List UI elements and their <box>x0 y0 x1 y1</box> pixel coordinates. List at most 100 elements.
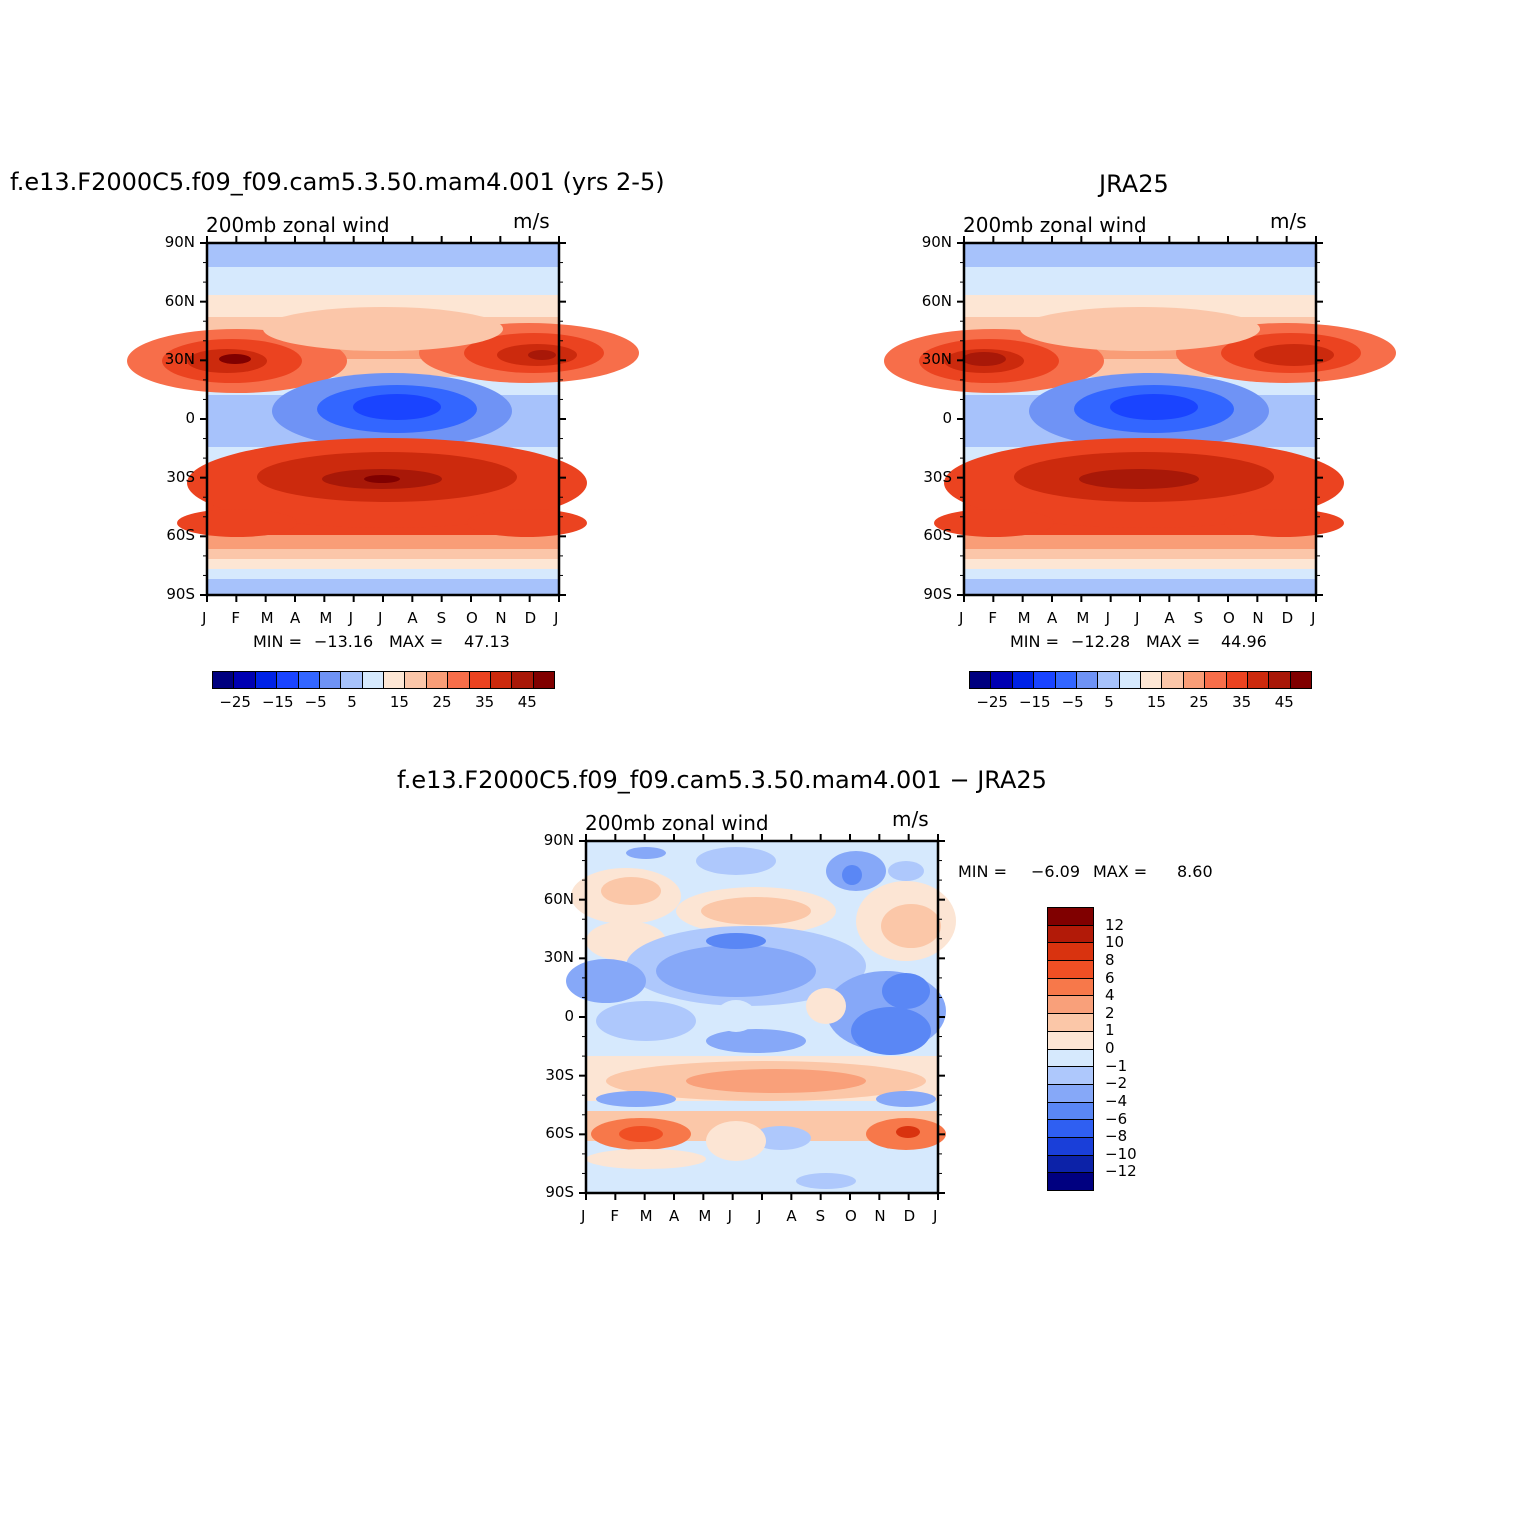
colorbar-swatch <box>405 672 427 688</box>
colorbar-swatch <box>1048 978 1093 997</box>
y-tick-label: 0 <box>185 409 195 427</box>
y-tick-label: 0 <box>564 1007 574 1025</box>
x-tick-label: M <box>1017 609 1031 627</box>
field-band <box>964 243 1316 267</box>
colorbar-label: −1 <box>1105 1056 1128 1075</box>
colorbar-swatch <box>1048 1049 1093 1068</box>
colorbar-swatch <box>1048 1102 1093 1121</box>
diff-patch <box>796 1173 856 1189</box>
x-tick-label: N <box>874 1207 886 1225</box>
x-tick-label: J <box>378 609 383 627</box>
y-tick-label: 60S <box>923 526 952 545</box>
panel2-min-label: MIN = <box>1010 632 1059 651</box>
diff-patch <box>896 1126 920 1138</box>
colorbar-swatch <box>1048 925 1093 944</box>
field-band <box>207 267 559 295</box>
x-tick-label: F <box>231 609 240 627</box>
easterly-core <box>1110 394 1198 420</box>
y-tick-label: 60S <box>166 526 195 545</box>
x-tick-label: J <box>348 609 354 627</box>
y-tick-label: 30N <box>921 350 952 369</box>
sh-jet <box>467 509 587 537</box>
colorbar-swatch <box>1269 672 1291 688</box>
colorbar-label: 6 <box>1105 968 1115 987</box>
diff-patch <box>851 1007 931 1055</box>
x-tick-label: J <box>1311 609 1316 627</box>
colorbar-label: 12 <box>1105 915 1125 934</box>
y-tick-label: 90N <box>543 831 574 849</box>
colorbar-swatch <box>298 672 320 688</box>
colorbar-label: 5 <box>1104 693 1114 711</box>
panel2-subtitle: 200mb zonal wind <box>963 213 1147 237</box>
x-tick-label: J <box>1135 609 1140 627</box>
panel1-units: m/s <box>513 209 550 233</box>
panel2-max-label: MAX = <box>1146 632 1201 651</box>
panel1-subtitle: 200mb zonal wind <box>206 213 390 237</box>
diff-patch <box>706 1121 766 1161</box>
colorbar-label: 35 <box>475 693 495 711</box>
x-tick-label: M <box>1076 609 1090 627</box>
colorbar-swatch <box>1226 672 1248 688</box>
jet-max <box>219 354 251 364</box>
colorbar-swatch <box>1048 1067 1093 1085</box>
x-tick-label: D <box>524 609 537 627</box>
jet-core <box>1254 344 1334 366</box>
x-tick-label: A <box>290 609 301 627</box>
diff-patch <box>586 1149 706 1169</box>
colorbar-label: 8 <box>1105 950 1115 969</box>
colorbar-swatch <box>1183 672 1206 688</box>
field-band <box>207 295 559 317</box>
colorbar-swatch <box>341 672 363 688</box>
x-tick-label: J <box>581 1207 586 1225</box>
diff-patch <box>701 897 811 925</box>
diff-patch <box>601 877 661 905</box>
colorbar-swatch <box>319 672 342 688</box>
diff-patch <box>716 1000 756 1032</box>
panel1-plot <box>127 236 639 602</box>
colorbar-swatch <box>255 672 278 688</box>
colorbar-swatch <box>1098 672 1120 688</box>
colorbar-label: 10 <box>1105 933 1125 952</box>
colorbar-swatch <box>1141 672 1163 688</box>
colorbar-swatch <box>1048 1014 1093 1032</box>
field-band <box>964 267 1316 295</box>
colorbar-label: −6 <box>1105 1109 1128 1128</box>
x-tick-label: F <box>610 1207 619 1225</box>
diff-patch <box>656 945 816 997</box>
panel1-min-value: −13.16 <box>314 632 374 651</box>
diff-patch <box>881 904 941 948</box>
x-tick-label: J <box>959 609 964 627</box>
colorbar-swatch <box>213 672 235 688</box>
field-band <box>207 569 559 579</box>
colorbar-label: 4 <box>1105 986 1115 1005</box>
panel3-max-value: 8.60 <box>1177 862 1213 881</box>
panel3-min-label: MIN = <box>958 862 1007 881</box>
panel1-colorbar <box>212 671 555 689</box>
y-tick-label: 90S <box>166 585 195 603</box>
diff-patch <box>806 988 846 1024</box>
field-band <box>207 579 559 595</box>
field-band <box>964 535 1316 549</box>
colorbar-label: −5 <box>1061 693 1084 711</box>
y-tick-label: 90S <box>923 585 952 603</box>
field-band <box>964 549 1316 559</box>
panel1-title: f.e13.F2000C5.f09_f09.cam5.3.50.mam4.001… <box>10 168 665 196</box>
x-tick-label: A <box>1164 609 1175 627</box>
x-tick-label: A <box>407 609 418 627</box>
x-tick-label: N <box>1252 609 1264 627</box>
sh-jet <box>934 509 1054 537</box>
diff-patch <box>626 847 666 859</box>
colorbar-label: 15 <box>389 693 409 711</box>
colorbar-label: 5 <box>347 693 357 711</box>
x-tick-label: S <box>815 1207 826 1225</box>
panel2-units: m/s <box>1270 209 1307 233</box>
y-tick-label: 60S <box>545 1124 574 1143</box>
field-band <box>207 243 559 267</box>
x-tick-label: A <box>669 1207 680 1225</box>
x-tick-label: J <box>202 609 207 627</box>
jet-max <box>962 352 1006 366</box>
colorbar-swatch <box>1290 672 1311 688</box>
colorbar-swatch <box>1055 672 1077 688</box>
x-tick-label: A <box>1047 609 1058 627</box>
jet-max <box>528 350 556 360</box>
